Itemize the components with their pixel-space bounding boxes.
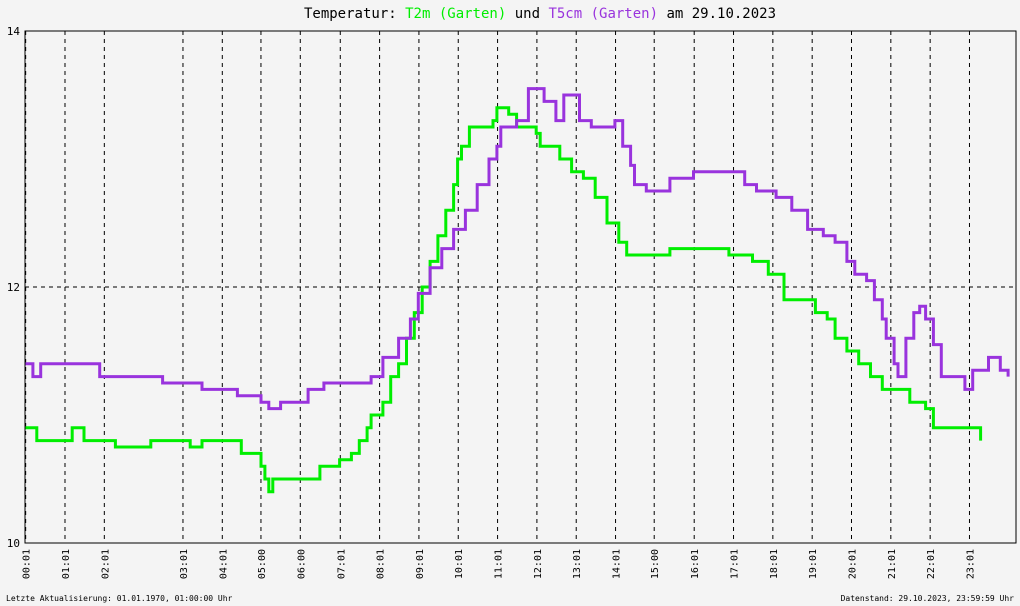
x-tick-label: 13:01 xyxy=(572,549,583,579)
x-tick-label: 19:01 xyxy=(808,549,819,579)
x-tick-label: 22:01 xyxy=(926,549,937,579)
x-tick-label: 10:01 xyxy=(454,549,465,579)
title-series1: T2m (Garten) xyxy=(405,6,506,22)
x-tick-label: 00:01 xyxy=(22,549,33,579)
x-tick-label: 18:01 xyxy=(769,549,780,579)
x-tick-label: 04:01 xyxy=(218,549,229,579)
series-line-1 xyxy=(25,106,983,494)
y-tick-label: 14 xyxy=(7,25,21,38)
series-line-2 xyxy=(25,87,1010,411)
x-tick-label: 07:01 xyxy=(336,549,347,579)
x-tick-label: 16:01 xyxy=(690,549,701,579)
footer-last-update: Letzte Aktualisierung: 01.01.1970, 01:00… xyxy=(6,594,233,603)
x-tick-label: 03:01 xyxy=(179,549,190,579)
title-series2: T5cm (Garten) xyxy=(548,6,658,22)
plot-frame xyxy=(24,30,1017,544)
x-tick-label: 21:01 xyxy=(887,549,898,579)
x-tick-label: 02:01 xyxy=(100,549,111,579)
x-tick-label: 09:01 xyxy=(415,549,426,579)
x-tick-label: 06:00 xyxy=(296,549,307,579)
x-tick-label: 01:01 xyxy=(61,549,72,579)
x-tick-label: 23:01 xyxy=(965,549,976,579)
x-tick-label: 08:01 xyxy=(376,549,387,579)
x-tick-labels: 00:01 01:01 02:01 03:01 04:01 05:00 06:00 07:01… xyxy=(22,549,977,579)
series-lines xyxy=(25,87,1010,494)
x-tick-label: 20:01 xyxy=(848,549,859,579)
y-tick-label: 12 xyxy=(7,281,20,294)
y-tick-labels: 10 12 14 xyxy=(7,25,21,550)
x-tick-label: 17:01 xyxy=(730,549,741,579)
x-tick-label: 12:01 xyxy=(533,549,544,579)
title-prefix: Temperatur: xyxy=(304,6,405,22)
chart-title: Temperatur: T2m (Garten) und T5cm (Garte… xyxy=(304,6,776,22)
title-suffix: am 29.10.2023 xyxy=(658,6,776,22)
footer-data-status: Datenstand: 29.10.2023, 23:59:59 Uhr xyxy=(841,594,1015,603)
y-tick-label: 10 xyxy=(7,537,20,550)
x-tick-label: 15:00 xyxy=(650,549,661,579)
x-tick-label: 11:01 xyxy=(494,549,505,579)
x-tick-label: 05:00 xyxy=(257,549,268,579)
title-middle: und xyxy=(506,6,548,22)
x-tick-label: 14:01 xyxy=(612,549,623,579)
